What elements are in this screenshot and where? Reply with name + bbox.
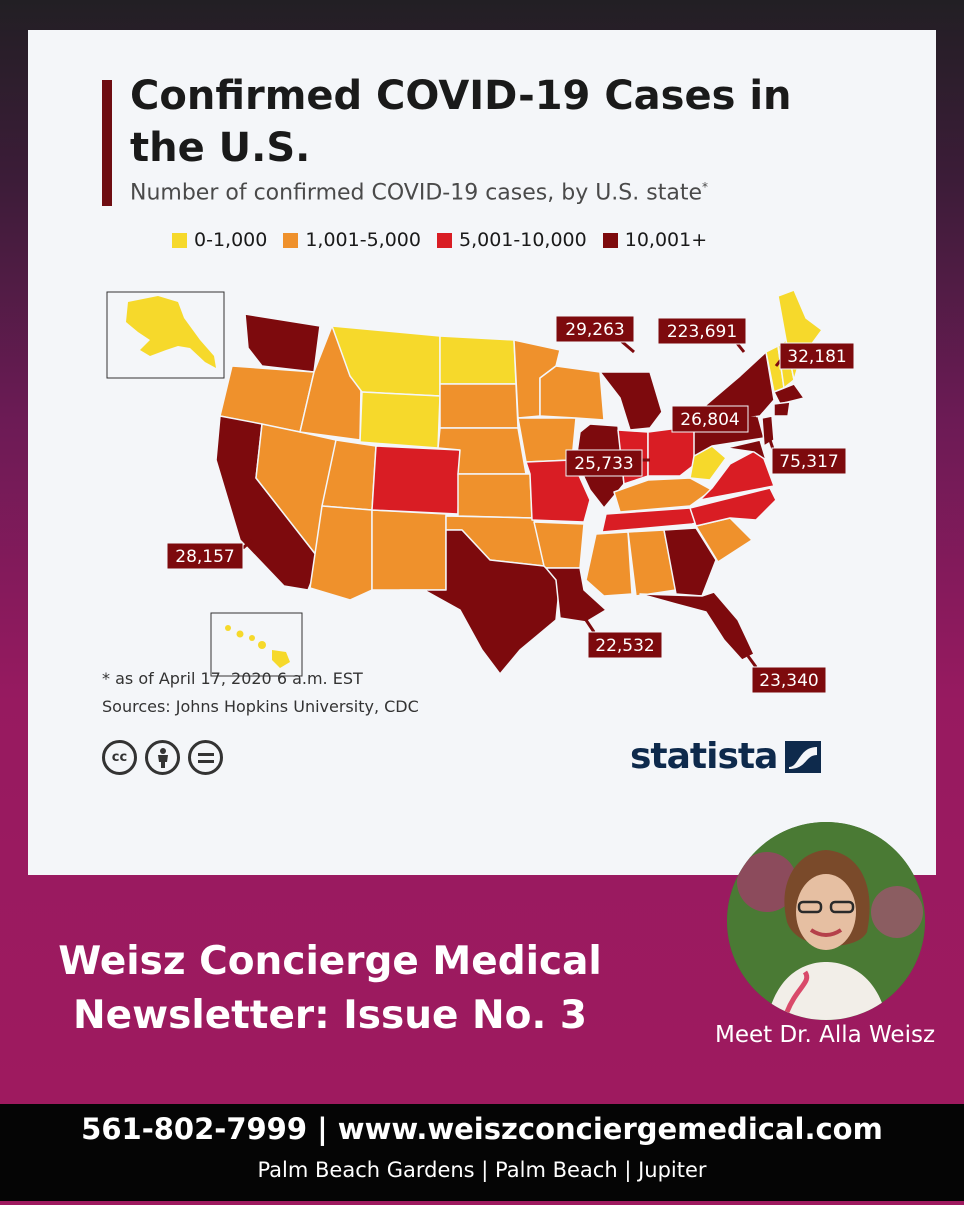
legend-swatch — [172, 232, 187, 248]
state-wisconsin — [539, 365, 605, 421]
callout-group: 29,263 223,691 32,181 26,804 25,733 75,317 28,… — [166, 315, 855, 694]
callout-value: 25,733 — [574, 454, 633, 474]
title-accent-bar — [102, 80, 112, 206]
callout-louisiana: 22,532 — [584, 619, 663, 659]
creative-commons-icon: cc — [102, 740, 137, 775]
doctor-photo — [727, 822, 925, 1020]
state-arizona — [309, 505, 373, 601]
state-mississippi — [585, 531, 633, 597]
callout-value: 22,532 — [595, 636, 654, 656]
callout-new-york: 223,691 — [657, 317, 747, 353]
newsletter-heading: Weisz Concierge Medical Newsletter: Issu… — [40, 935, 620, 1043]
statista-logo: statista — [630, 736, 822, 777]
state-wyoming — [359, 391, 441, 449]
legend-label: 0-1,000 — [194, 229, 268, 251]
legend-item-0-1000: 0-1,000 — [172, 229, 267, 251]
callout-pennsylvania: 26,804 — [671, 405, 756, 433]
callout-massachusetts: 32,181 — [774, 342, 855, 370]
state-ohio — [647, 425, 699, 477]
contact-line: 561-802-7999 | www.weiszconciergemedical… — [81, 1112, 883, 1146]
callout-value: 29,263 — [565, 320, 624, 340]
legend-item-1001-5000: 1,001-5,000 — [283, 229, 421, 251]
callout-value: 223,691 — [667, 322, 737, 342]
state-south-dakota — [439, 383, 519, 429]
callout-california: 28,157 — [166, 538, 253, 570]
newsletter-line-2: Newsletter: Issue No. 3 — [73, 993, 587, 1038]
state-colorado — [371, 445, 461, 515]
legend: 0-1,000 1,001-5,000 5,001-10,000 10,001+ — [172, 228, 707, 252]
no-derivatives-icon — [188, 740, 223, 775]
state-texas — [399, 529, 561, 675]
alaska-inset-frame — [106, 291, 225, 379]
state-new-mexico — [371, 509, 447, 591]
statista-logo-icon — [785, 740, 822, 773]
state-maryland — [725, 439, 767, 461]
state-kansas — [457, 473, 533, 519]
state-north-dakota — [439, 335, 517, 385]
state-new-jersey — [761, 415, 775, 447]
legend-label: 1,001-5,000 — [305, 229, 421, 251]
state-alaska — [126, 296, 216, 368]
state-massachusetts — [773, 383, 805, 405]
footnote-sources: Sources: Johns Hopkins University, CDC — [102, 697, 419, 716]
statista-wordmark: statista — [630, 736, 778, 777]
callout-value: 26,804 — [680, 410, 739, 430]
legend-item-5001-10000: 5,001-10,000 — [437, 229, 587, 251]
us-map: 29,263 223,691 32,181 26,804 25,733 75,317 28,… — [106, 289, 855, 694]
meet-doctor-caption: Meet Dr. Alla Weisz — [714, 1022, 936, 1048]
state-virginia — [699, 447, 775, 501]
state-louisiana — [545, 567, 607, 623]
callout-washington: 29,263 — [555, 315, 635, 354]
callout-florida: 23,340 — [746, 655, 827, 694]
legend-swatch — [602, 232, 618, 248]
locations-line: Palm Beach Gardens | Palm Beach | Jupite… — [257, 1158, 707, 1182]
legend-swatch — [437, 232, 452, 248]
callout-new-jersey: 75,317 — [768, 439, 847, 475]
state-georgia — [663, 527, 717, 597]
footer-bar: 561-802-7999 | www.weiszconciergemedical… — [0, 1104, 964, 1201]
state-washington — [244, 313, 321, 373]
state-michigan — [599, 371, 663, 431]
legend-label: 10,001+ — [624, 229, 708, 251]
callout-value: 28,157 — [175, 547, 234, 567]
state-connecticut — [773, 401, 791, 417]
footnote-date: * as of April 17, 2020 6 a.m. EST — [102, 669, 363, 688]
callout-value: 75,317 — [779, 452, 838, 472]
footnote: * as of April 17, 2020 6 a.m. EST Source… — [102, 665, 602, 721]
callout-value: 32,181 — [787, 347, 846, 367]
chart-title: Confirmed COVID-19 Cases in the U.S. — [130, 73, 792, 171]
newsletter-line-1: Weisz Concierge Medical — [58, 939, 602, 984]
attribution-person-icon — [145, 740, 180, 775]
hawaii-inset-frame — [210, 612, 303, 677]
legend-swatch — [283, 232, 299, 248]
callout-illinois: 25,733 — [565, 449, 650, 477]
license-icons: cc — [102, 740, 223, 775]
chart-subtitle: Number of confirmed COVID-19 cases, by U… — [130, 180, 708, 206]
state-hawaii — [225, 625, 290, 668]
legend-label: 5,001-10,000 — [459, 229, 587, 251]
callout-value: 23,340 — [759, 671, 818, 691]
legend-item-10001-plus: 10,001+ — [602, 229, 708, 251]
state-north-carolina — [689, 487, 777, 527]
